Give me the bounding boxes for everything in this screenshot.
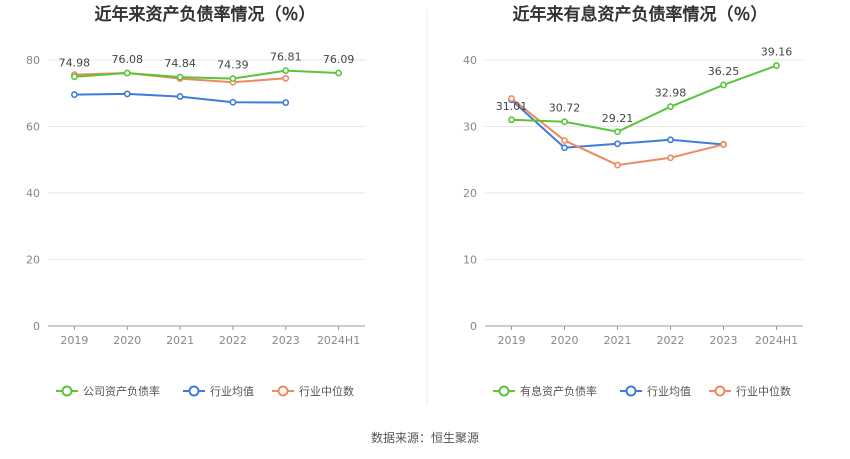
series-3 [508,95,727,169]
y-tick-label: 40 [26,187,40,200]
legend-label: 有息资产负债率 [520,384,597,398]
legend-item: 行业均值 [620,385,691,398]
y-tick-label: 80 [26,54,40,67]
legend-marker [625,385,637,397]
data-point [282,99,290,106]
data-point [667,103,674,111]
data-point [773,62,780,69]
y-tick-label: 20 [26,254,40,267]
data-point [667,154,674,162]
legend-label: 行业中位数 [299,384,354,398]
data-label: 30.72 [549,102,581,115]
y-tick-label: 30 [463,121,477,134]
legend-label: 行业中位数 [736,384,791,398]
series-1 [71,67,342,83]
legend-label: 行业均值 [210,385,254,398]
chart-panel-1: 近年来资产负债率情况（％） 0 20 40 60 80 2019 2020 2021 2022 20… [26,4,365,398]
series-2 [71,90,290,106]
data-point [176,73,184,81]
series-1 [508,62,780,136]
legend-marker [714,385,726,397]
x-tick-label: 2022 [657,334,685,347]
data-point [282,74,290,82]
legend-label: 行业均值 [647,385,691,398]
x-tick-label: 2023 [710,334,738,347]
series-line [511,64,777,133]
x-tick-label: 2023 [272,334,300,347]
legend-marker [61,385,73,397]
data-point [614,161,621,169]
data-label: 39.16 [761,46,793,59]
data-point [229,98,237,106]
data-point [667,136,674,144]
data-point [335,69,342,77]
data-point [508,95,515,102]
data-label: 31.01 [496,100,528,113]
x-tick-label: 2021 [166,334,194,347]
legend-item: 行业中位数 [272,384,354,398]
data-point [614,128,621,136]
y-tick-label: 0 [470,320,477,333]
source-note: 数据来源：恒生聚源 [371,430,479,445]
legend-item: 行业中位数 [709,384,791,398]
y-tick-label: 10 [463,254,477,267]
x-tick-label: 2022 [219,334,247,347]
data-point [71,91,78,98]
data-point [71,73,78,81]
x-tick-label: 2020 [113,334,141,347]
x-tick-label: 2020 [551,334,579,347]
data-point [561,137,568,144]
data-label: 74.98 [59,57,91,70]
data-label: 29.21 [602,112,634,125]
legend-marker [188,385,200,397]
x-tick-label: 2024H1 [317,334,360,347]
series-line [74,69,339,80]
data-point [176,93,184,100]
y-tick-label: 20 [463,187,477,200]
y-tick-label: 40 [463,54,477,67]
data-label: 74.84 [164,57,196,70]
data-label: 76.81 [270,51,302,64]
x-tick-label: 2019 [60,334,88,347]
data-label: 76.09 [323,53,355,66]
legend-item: 公司资产负债率 [56,384,160,398]
data-label: 32.98 [655,87,687,100]
x-tick-label: 2021 [604,334,632,347]
chart-panel-2: 近年来有息资产负债率情况（％） 0 10 20 30 40 2019 2020 2021 2022… [463,4,803,398]
legend-item: 行业均值 [183,385,254,398]
data-point [720,141,727,148]
y-tick-label: 0 [33,320,40,333]
data-label: 74.39 [217,59,249,72]
legend-marker [498,385,510,397]
data-point [282,67,290,75]
data-point [123,69,131,77]
legend-label: 公司资产负债率 [83,384,160,398]
data-point [561,144,568,152]
x-tick-label: 2024H1 [755,334,798,347]
legend-item: 有息资产负债率 [493,384,597,398]
data-label: 36.25 [708,65,740,78]
data-point [720,81,727,89]
legend-marker [277,385,289,397]
data-point [614,140,621,148]
data-point [561,118,568,126]
chart-title: 近年来资产负债率情况（％） [95,4,316,25]
data-point [508,116,515,124]
data-point [229,75,237,83]
y-tick-label: 60 [26,121,40,134]
x-tick-label: 2019 [498,334,526,347]
data-point [123,90,131,98]
data-label: 76.08 [112,53,144,66]
chart-title: 近年来有息资产负债率情况（％） [513,4,768,25]
